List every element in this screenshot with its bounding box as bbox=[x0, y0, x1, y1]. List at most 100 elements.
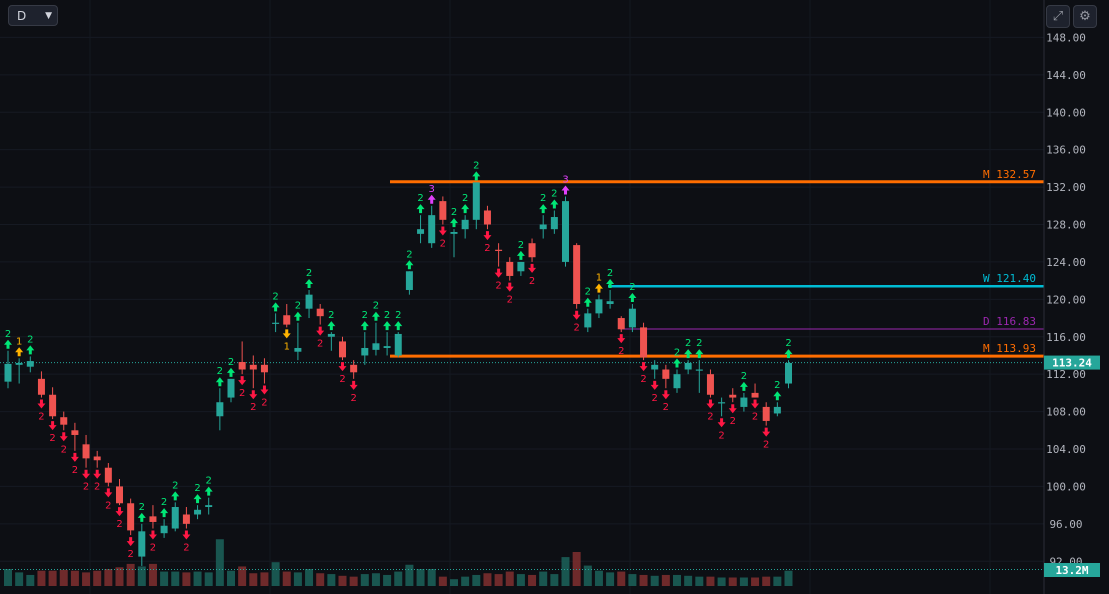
signal-count: 2 bbox=[696, 338, 702, 349]
candle-body bbox=[283, 315, 291, 325]
signal-count: 2 bbox=[5, 329, 11, 340]
volume-bar bbox=[594, 570, 603, 586]
candle-body bbox=[695, 369, 703, 371]
level-lines: M 132.57 W 121.40 D 116.83 M 113.93 bbox=[390, 168, 1109, 358]
volume-bar bbox=[583, 565, 592, 586]
price-axis-labels: 148.00 144.00 140.00 136.00 132.00 128.00 124.… bbox=[1046, 31, 1086, 568]
candle-body bbox=[4, 363, 12, 382]
volume-bar bbox=[461, 576, 470, 586]
arrow-up-icon bbox=[371, 311, 380, 321]
candle-body bbox=[785, 362, 792, 384]
arrow-up-icon bbox=[561, 185, 570, 195]
price-tick-label: 136.00 bbox=[1046, 144, 1086, 157]
signal-count: 2 bbox=[172, 480, 178, 491]
arrow-up-icon bbox=[15, 347, 24, 357]
arrow-up-icon bbox=[539, 204, 548, 214]
signal-count: 2 bbox=[640, 374, 646, 385]
arrow-down-icon bbox=[93, 469, 102, 479]
price-axis[interactable] bbox=[1043, 0, 1109, 594]
arrow-up-icon bbox=[450, 218, 458, 228]
price-tick-label: 104.00 bbox=[1046, 443, 1086, 456]
signal-count: 2 bbox=[61, 444, 67, 455]
arrow-down-icon bbox=[70, 452, 79, 462]
candle-body bbox=[60, 417, 68, 425]
signal-count: 2 bbox=[473, 160, 479, 171]
arrow-up-icon bbox=[472, 171, 481, 181]
signal-count: 2 bbox=[518, 240, 524, 251]
signal-count: 2 bbox=[139, 502, 145, 513]
expand-button[interactable]: ⤢ bbox=[1046, 5, 1070, 28]
price-tick-label: 124.00 bbox=[1046, 256, 1086, 269]
candle-body bbox=[104, 467, 112, 483]
signal-count: 2 bbox=[127, 549, 133, 560]
signal-count: 2 bbox=[540, 193, 546, 204]
arrow-down-icon bbox=[572, 310, 581, 320]
timeframe-select[interactable]: D ▼ bbox=[8, 5, 58, 26]
candle-body bbox=[640, 327, 648, 358]
volume-bar bbox=[539, 571, 548, 586]
candle-body bbox=[428, 215, 436, 244]
volume-bar bbox=[271, 562, 280, 586]
volume-bar bbox=[717, 577, 726, 586]
volume-bar bbox=[617, 571, 626, 586]
arrow-up-icon bbox=[594, 283, 603, 293]
signal-count: 2 bbox=[328, 310, 334, 321]
arrow-down-icon bbox=[751, 399, 760, 409]
volume-bar bbox=[472, 574, 481, 586]
volume-bar bbox=[37, 570, 46, 586]
settings-button[interactable]: ⚙ bbox=[1073, 5, 1097, 28]
candle-body bbox=[350, 364, 358, 373]
candle-body bbox=[82, 444, 90, 459]
candle-body bbox=[116, 486, 123, 504]
volume-bar bbox=[215, 539, 224, 586]
candle-body bbox=[394, 333, 402, 356]
signal-count: 2 bbox=[183, 543, 189, 554]
volume-bar bbox=[148, 563, 157, 586]
arrow-down-icon bbox=[249, 390, 258, 400]
volume-bar bbox=[126, 563, 135, 586]
candle-body bbox=[651, 364, 659, 370]
candle-body bbox=[762, 406, 770, 421]
volume-bar bbox=[450, 579, 458, 586]
signal-count: 2 bbox=[573, 323, 579, 334]
signal-count: 2 bbox=[38, 412, 44, 423]
price-tick-label: 112.00 bbox=[1046, 368, 1086, 381]
volume-bar bbox=[483, 573, 492, 586]
price-tick-label: 116.00 bbox=[1046, 331, 1086, 344]
signal-count: 2 bbox=[350, 393, 356, 404]
candle-body bbox=[595, 299, 603, 314]
arrow-up-icon bbox=[739, 381, 748, 391]
candle-body bbox=[216, 402, 224, 417]
volume-bar bbox=[227, 570, 235, 586]
arrow-up-icon bbox=[293, 311, 302, 321]
candle-body bbox=[171, 507, 179, 529]
arrow-up-icon bbox=[160, 508, 169, 518]
candle-body bbox=[305, 294, 313, 309]
volume-tag-background bbox=[1044, 563, 1100, 577]
candle-body bbox=[194, 509, 202, 515]
signal-count: 2 bbox=[607, 268, 613, 279]
signal-count: 2 bbox=[484, 243, 490, 254]
volume-bar bbox=[650, 575, 659, 586]
signal-count: 2 bbox=[194, 483, 200, 494]
arrow-up-icon bbox=[773, 391, 782, 401]
signal-count: 2 bbox=[27, 334, 33, 345]
level-label: M 132.57 bbox=[983, 168, 1036, 181]
candle-body bbox=[439, 201, 447, 220]
volume-bar bbox=[293, 572, 302, 586]
candle-body bbox=[417, 229, 425, 234]
arrow-up-icon bbox=[673, 358, 681, 368]
arrow-down-icon bbox=[438, 226, 447, 236]
arrow-down-icon bbox=[483, 231, 492, 241]
grid-lines bbox=[0, 0, 1044, 594]
volume-bar bbox=[773, 576, 782, 586]
volume-bar bbox=[661, 574, 670, 586]
arrow-up-icon bbox=[394, 321, 403, 331]
volume-bar bbox=[639, 574, 648, 586]
signal-count: 2 bbox=[707, 412, 713, 423]
volume-bar bbox=[494, 574, 503, 586]
volume-bar bbox=[305, 569, 314, 586]
arrow-up-icon bbox=[193, 494, 202, 504]
